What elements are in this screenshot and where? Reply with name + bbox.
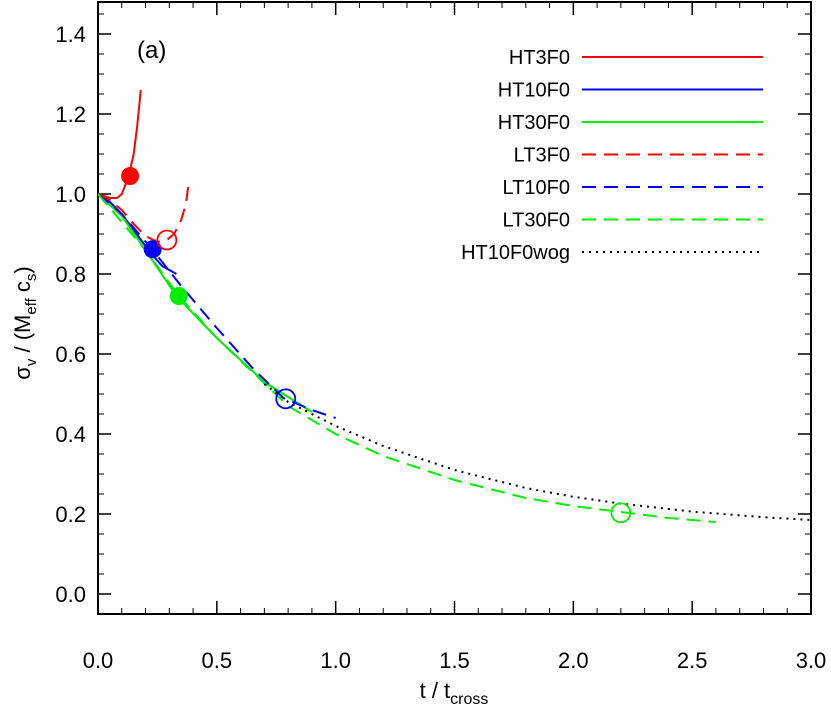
y-tick-label: 1.2 <box>55 102 86 127</box>
y-tick-label: 0.8 <box>55 262 86 287</box>
series-line-HT30F0 <box>98 193 313 413</box>
legend-label-HT3F0: HT3F0 <box>509 47 570 69</box>
panel-label: (a) <box>137 37 166 64</box>
legend-label-LT30F0: LT30F0 <box>503 210 570 232</box>
y-tick-label: 0.2 <box>55 502 86 527</box>
series-line-LT10F0 <box>98 193 337 419</box>
legend: HT3F0 HT10F0 HT30F0 LT3F0 LT10F0 LT30F0 HT10F0… <box>461 47 763 264</box>
ticks <box>97 2 812 615</box>
x-tick-label: 2.0 <box>558 648 589 673</box>
legend-label-LT10F0: LT10F0 <box>503 177 570 199</box>
series-line-LT30F0 <box>98 193 716 523</box>
marker-HT10F0 <box>143 240 162 259</box>
marker-LT10F0 <box>275 388 297 410</box>
x-tick-label: 1.5 <box>439 648 470 673</box>
marker-layer <box>121 167 632 524</box>
y-tick-label: 0.6 <box>55 342 86 367</box>
y-tick-label: 0.4 <box>55 422 86 447</box>
legend-label-HT10F0: HT10F0 <box>498 80 570 102</box>
marker-HT30F0 <box>169 287 188 305</box>
legend-label-HT30F0: HT30F0 <box>498 112 570 134</box>
y-tick-label: 1.4 <box>55 22 86 47</box>
y-axis-label: σv / (Meff cs) <box>10 266 40 379</box>
marker-HT3F0 <box>121 167 140 185</box>
x-axis-label: t / tcross <box>420 678 489 708</box>
marker-LT3F0 <box>156 229 178 251</box>
x-tick-label: 0.5 <box>202 648 233 673</box>
y-tick-label: 1.0 <box>55 182 86 207</box>
x-tick-label: 2.5 <box>677 648 708 673</box>
marker-LT30F0 <box>610 502 632 524</box>
x-tick-label: 1.0 <box>320 648 351 673</box>
plot-frame <box>97 1 812 615</box>
legend-label-LT3F0: LT3F0 <box>514 145 570 167</box>
y-tick-label: 0.0 <box>55 582 86 607</box>
tick-labels: 0.0 0.5 1.0 1.5 2.0 2.5 3.0 0.0 0.2 0.4 0.6 0.8 1.0 1… <box>55 22 826 673</box>
x-tick-label: 3.0 <box>796 648 827 673</box>
legend-label-HT10F0wog: HT10F0wog <box>461 242 570 264</box>
x-tick-label: 0.0 <box>83 648 114 673</box>
